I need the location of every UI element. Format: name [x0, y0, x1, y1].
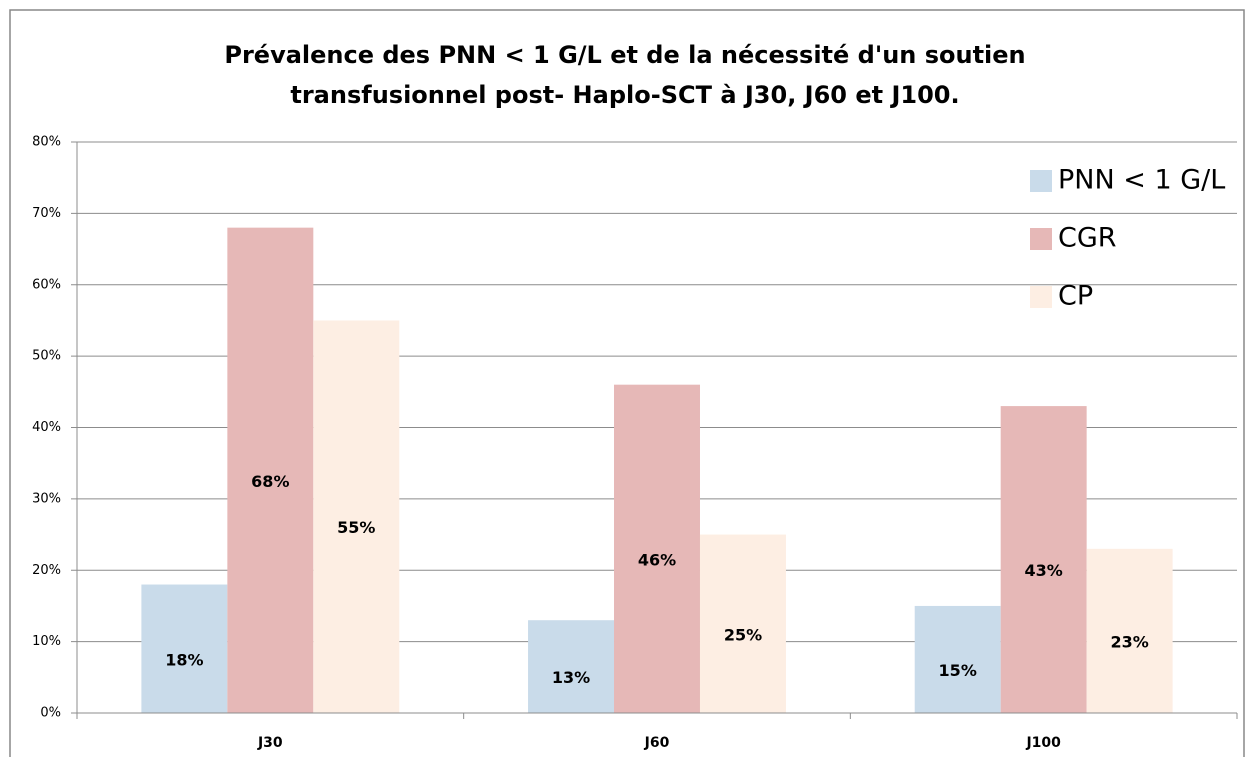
value-label: 25%	[724, 625, 762, 644]
value-label: 13%	[552, 668, 590, 687]
chart-title: transfusionnel post- Haplo-SCT à J30, J6…	[290, 81, 959, 109]
bar	[699, 534, 786, 713]
y-tick-label: 40%	[32, 420, 61, 435]
bar	[313, 320, 400, 713]
bar	[528, 620, 615, 713]
value-label: 15%	[939, 661, 977, 680]
legend-swatch	[1030, 228, 1052, 250]
y-tick-label: 20%	[32, 563, 61, 578]
legend-label: CP	[1058, 281, 1093, 312]
x-tick-label: J100	[1025, 735, 1061, 751]
value-label: 43%	[1025, 561, 1063, 580]
value-label: 46%	[638, 550, 676, 569]
chart-title: Prévalence des PNN < 1 G/L et de la néce…	[224, 41, 1025, 69]
y-tick-label: 50%	[32, 349, 61, 364]
value-label: 18%	[165, 650, 203, 669]
legend-swatch	[1030, 170, 1052, 192]
x-tick-label: J60	[644, 735, 670, 751]
bar	[614, 384, 700, 713]
value-label: 23%	[1110, 632, 1148, 651]
bar	[914, 605, 1001, 713]
legend-swatch	[1030, 286, 1052, 308]
y-tick-label: 30%	[32, 491, 61, 506]
y-tick-label: 10%	[32, 634, 61, 649]
legend-label: CGR	[1058, 223, 1117, 254]
bar	[1000, 406, 1087, 713]
x-tick-label: J30	[257, 735, 283, 751]
bar	[227, 227, 314, 713]
value-label: 55%	[337, 518, 375, 537]
y-tick-label: 0%	[40, 706, 61, 721]
legend-label: PNN < 1 G/L	[1058, 165, 1225, 196]
bar	[1086, 548, 1173, 713]
y-tick-label: 80%	[32, 135, 61, 150]
y-tick-label: 70%	[32, 206, 61, 221]
value-label: 68%	[251, 472, 289, 491]
bar	[141, 584, 228, 713]
y-tick-label: 60%	[32, 277, 61, 292]
